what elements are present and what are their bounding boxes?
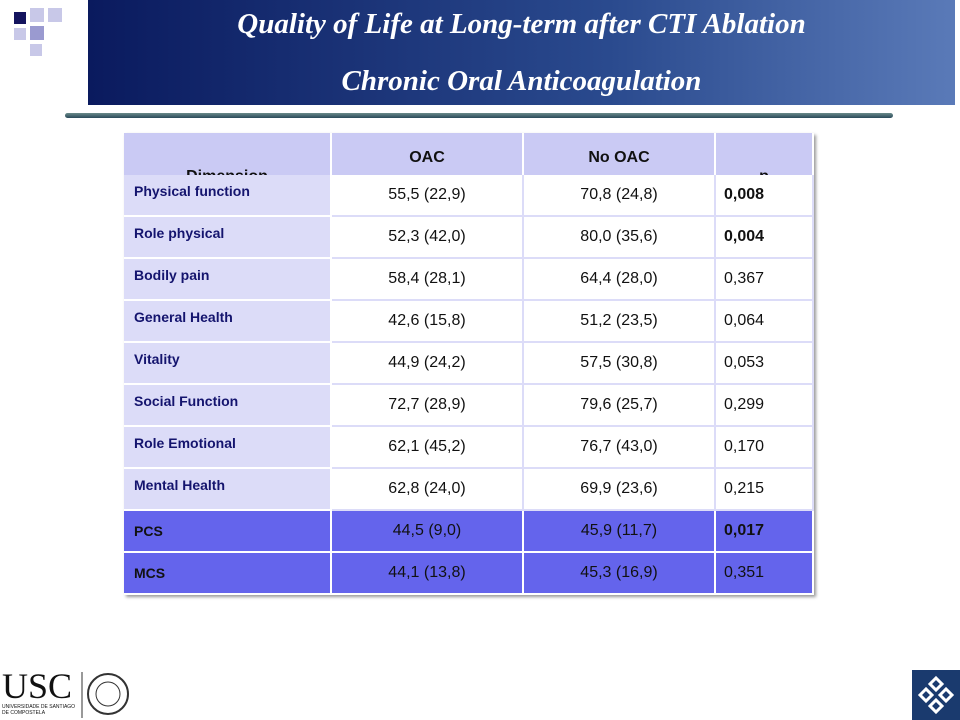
title-band: Quality of Life at Long-term after CTI A… [88, 0, 955, 105]
value-cell: 52,3 (42,0) [332, 217, 524, 259]
value-cell: 57,5 (30,8) [524, 343, 716, 385]
row-label: General Health [124, 301, 332, 343]
table-row: MCS 44,1 (13,8) 45,3 (16,9) 0,351 [124, 553, 814, 595]
value-cell: 0,064 [716, 301, 814, 343]
table-row: Role Emotional 62,1 (45,2) 76,7 (43,0) 0,17… [124, 427, 814, 469]
table-row: PCS 44,5 (9,0) 45,9 (11,7) 0,017 [124, 511, 814, 553]
table-row: Role physical 52,3 (42,0) 80,0 (35,6) 0,004 [124, 217, 814, 259]
value-cell: 42,6 (15,8) [332, 301, 524, 343]
value-cell: 0,004 [716, 217, 814, 259]
row-label: Mental Health [124, 469, 332, 511]
value-cell: 44,9 (24,2) [332, 343, 524, 385]
value-cell: 0,367 [716, 259, 814, 301]
value-cell: 44,5 (9,0) [332, 511, 524, 553]
row-label: Social Function [124, 385, 332, 427]
value-cell: 62,1 (45,2) [332, 427, 524, 469]
title: Quality of Life at Long-term after CTI A… [237, 8, 806, 40]
value-cell: 0,053 [716, 343, 814, 385]
value-cell: 76,7 (43,0) [524, 427, 716, 469]
divider [65, 113, 893, 118]
row-label: Vitality [124, 343, 332, 385]
value-cell: 45,9 (11,7) [524, 511, 716, 553]
value-cell: 69,9 (23,6) [524, 469, 716, 511]
value-cell: 64,4 (28,0) [524, 259, 716, 301]
logo-caption: UNIVERSIDADE DE SANTIAGO DE COMPOSTELA [2, 704, 76, 716]
row-label: PCS [124, 511, 332, 553]
table-row: Social Function 72,7 (28,9) 79,6 (25,7) 0,2… [124, 385, 814, 427]
row-label: Role Emotional [124, 427, 332, 469]
corner-logo [912, 670, 960, 720]
value-cell: 0,299 [716, 385, 814, 427]
subtitle: Chronic Oral Anticoagulation [341, 65, 702, 97]
value-cell: 0,017 [716, 511, 814, 553]
value-cell: 72,7 (28,9) [332, 385, 524, 427]
seal [81, 672, 129, 718]
row-label: Bodily pain [124, 259, 332, 301]
header-row: DimensionOAC(n= 44)No OAC(n= 30)p [124, 133, 814, 222]
table-row: General Health 42,6 (15,8) 51,2 (23,5) 0,06… [124, 301, 814, 343]
table-row: Bodily pain 58,4 (28,1) 64,4 (28,0) 0,367 [124, 259, 814, 301]
header-text: OAC [409, 148, 445, 166]
value-cell: 0,215 [716, 469, 814, 511]
value-cell: 44,1 (13,8) [332, 553, 524, 595]
logo-text: USC [2, 666, 73, 706]
value-cell: 0,008 [716, 175, 814, 217]
value-cell: 80,0 (35,6) [524, 217, 716, 259]
table-row: Mental Health 62,8 (24,0) 69,9 (23,6) 0,215 [124, 469, 814, 511]
value-cell: 55,5 (22,9) [332, 175, 524, 217]
value-cell: 0,170 [716, 427, 814, 469]
header-text: No OAC [588, 148, 650, 166]
value-cell: 58,4 (28,1) [332, 259, 524, 301]
table-row: Vitality 44,9 (24,2) 57,5 (30,8) 0,053 [124, 343, 814, 385]
value-cell: 45,3 (16,9) [524, 553, 716, 595]
row-label: MCS [124, 553, 332, 595]
decor-squares [14, 8, 62, 56]
value-cell: 70,8 (24,8) [524, 175, 716, 217]
value-cell: 51,2 (23,5) [524, 301, 716, 343]
row-label: Role physical [124, 217, 332, 259]
usc-logo: USC UNIVERSIDADE DE SANTIAGO DE COMPOSTE… [2, 668, 130, 720]
row-label: Physical function [124, 175, 332, 217]
value-cell: 79,6 (25,7) [524, 385, 716, 427]
table-row: Physical function 55,5 (22,9) 70,8 (24,8) 0… [124, 175, 814, 217]
value-cell: 0,351 [716, 553, 814, 595]
table: DimensionOAC(n= 44)No OAC(n= 30)pPhysica… [124, 133, 814, 595]
value-cell: 62,8 (24,0) [332, 469, 524, 511]
